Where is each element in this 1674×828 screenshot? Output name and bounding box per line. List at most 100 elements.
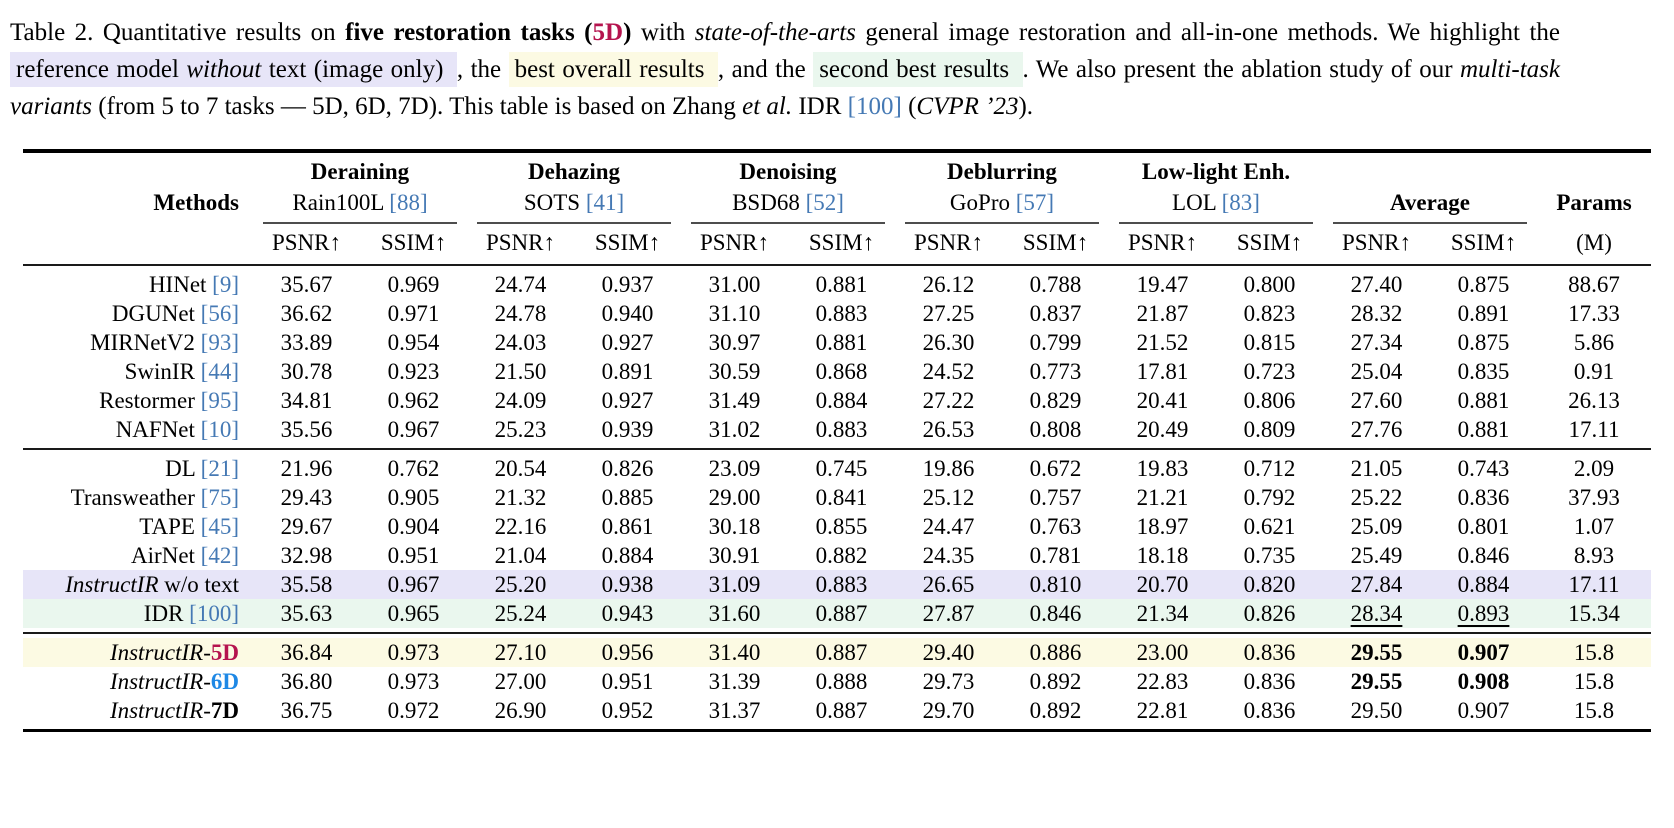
- value-cell: 0.875: [1457, 271, 1510, 297]
- citation-link[interactable]: [75]: [200, 484, 239, 510]
- value-cell: 24.03: [494, 329, 547, 355]
- citation-link[interactable]: [93]: [200, 329, 239, 355]
- value-cell: 30.78: [280, 358, 333, 384]
- value-cell: 0.883: [815, 416, 868, 442]
- spacer-cell: [23, 219, 253, 227]
- params-cell: 37.93: [1568, 484, 1620, 510]
- value-cell: 0.735: [1243, 542, 1296, 568]
- value-cell: 0.887: [788, 598, 895, 628]
- citation-link[interactable]: [57]: [1015, 190, 1055, 215]
- value-cell: 22.16: [494, 513, 547, 539]
- value-cell: 0.951: [601, 668, 654, 694]
- citation-link[interactable]: [52]: [805, 190, 844, 215]
- value-cell: 0.881: [1457, 416, 1510, 442]
- value-cell: 0.781: [1029, 542, 1082, 568]
- value-cell: 0.973: [360, 637, 467, 667]
- citation-link[interactable]: [100]: [847, 93, 902, 120]
- value-cell: 0.893: [1430, 598, 1537, 628]
- value-cell: 0.836: [1243, 697, 1296, 723]
- method-cell: DGUNet [56]: [23, 299, 253, 328]
- task-header-low-light-enh-: Low-light Enh.: [1141, 159, 1291, 184]
- text-segment: ).: [1018, 93, 1034, 120]
- value-cell: 0.973: [387, 668, 440, 694]
- value-cell: 0.672: [1029, 455, 1082, 481]
- value-cell: 0.823: [1243, 300, 1296, 326]
- value-cell: 0.954: [387, 329, 440, 355]
- value-cell: 29.55: [1350, 668, 1403, 694]
- citation-link[interactable]: [10]: [200, 416, 239, 442]
- psnr-header: PSNR↑: [699, 230, 770, 255]
- value-cell: 21.21: [1136, 484, 1189, 510]
- value-cell: 29.40: [895, 637, 1002, 667]
- citation-link[interactable]: [88]: [389, 190, 428, 215]
- rule-line: [23, 263, 1651, 266]
- value-cell: 27.25: [922, 300, 975, 326]
- value-cell: 21.96: [280, 455, 333, 481]
- value-cell: 23.09: [708, 455, 761, 481]
- value-cell: 31.09: [681, 569, 788, 599]
- value-cell: 0.836: [1457, 484, 1510, 510]
- value-cell: 0.965: [360, 598, 467, 628]
- value-cell: 0.836: [1216, 637, 1323, 667]
- citation-link[interactable]: [9]: [212, 271, 239, 297]
- highlight-lavender: reference model without text (image only…: [10, 52, 457, 87]
- psnr-header: PSNR↑: [485, 230, 556, 255]
- value-cell: 0.881: [1457, 387, 1510, 413]
- citation-link[interactable]: [41]: [585, 190, 625, 215]
- params-cell: 15.8: [1537, 637, 1651, 667]
- value-cell: 36.84: [253, 637, 360, 667]
- citation-link[interactable]: [45]: [200, 513, 239, 539]
- value-cell: 0.962: [387, 387, 440, 413]
- value-cell: 19.83: [1136, 455, 1189, 481]
- method-cell: AirNet [42]: [23, 541, 253, 570]
- rule-line: [477, 221, 671, 224]
- value-cell: 0.826: [601, 455, 654, 481]
- method-cell: InstructIR w/o text: [23, 569, 253, 599]
- value-cell: 20.54: [494, 455, 547, 481]
- value-cell: 0.826: [1216, 598, 1323, 628]
- citation-link[interactable]: [42]: [200, 542, 239, 568]
- citation-link[interactable]: [95]: [200, 387, 239, 413]
- citation-link[interactable]: [44]: [200, 358, 239, 384]
- method-cell: Restormer [95]: [23, 386, 253, 415]
- horizontal-rule: [23, 628, 1651, 638]
- value-cell: 0.883: [788, 569, 895, 599]
- params-cell: 15.8: [1573, 668, 1615, 694]
- citation-link[interactable]: [56]: [200, 300, 239, 326]
- value-cell: 0.762: [387, 455, 440, 481]
- rule-line: [263, 221, 457, 224]
- method-cell: InstructIR-6D: [23, 667, 253, 696]
- citation-link[interactable]: [100]: [189, 600, 239, 626]
- section-rule: [23, 444, 1651, 454]
- table-row: TAPE [45] 29.67 0.904 22.16 0.861 30.18 0.855 2…: [23, 512, 1651, 541]
- table-row: InstructIR-5D 36.84 0.973 27.10 0.956 31.40 0.…: [23, 637, 1651, 667]
- citation-link[interactable]: [21]: [200, 455, 239, 481]
- value-cell: 0.885: [601, 484, 654, 510]
- value-cell: 19.47: [1136, 271, 1189, 297]
- value-cell: 30.59: [708, 358, 761, 384]
- group-underline: [467, 219, 681, 227]
- value-cell: 0.905: [387, 484, 440, 510]
- value-cell: 0.882: [815, 542, 868, 568]
- value-cell: 0.937: [601, 271, 654, 297]
- table-row: AirNet [42] 32.98 0.951 21.04 0.884 30.91 0.88…: [23, 541, 1651, 570]
- citation-link[interactable]: [83]: [1221, 190, 1260, 215]
- group-underline: [681, 219, 895, 227]
- value-cell: 0.846: [1002, 598, 1109, 628]
- value-cell: 0.712: [1243, 455, 1296, 481]
- value-cell: 0.972: [387, 697, 440, 723]
- params-unit-header: (M): [1576, 230, 1612, 255]
- spacer-cell: [23, 157, 253, 188]
- section-rule: [23, 260, 1651, 270]
- value-cell: 0.938: [574, 569, 681, 599]
- value-cell: 35.58: [253, 569, 360, 599]
- text-segment: SwinIR: [124, 358, 201, 384]
- value-cell: 36.80: [280, 668, 333, 694]
- value-cell: 35.67: [280, 271, 333, 297]
- value-cell: 0.820: [1216, 569, 1323, 599]
- table-row: Restormer [95] 34.81 0.962 24.09 0.927 31.49 0…: [23, 386, 1651, 415]
- value-cell: 32.98: [280, 542, 333, 568]
- value-cell: 25.12: [922, 484, 975, 510]
- text-segment: state-of-the-arts: [694, 19, 856, 46]
- text-segment: multi-task variants: [10, 56, 1560, 120]
